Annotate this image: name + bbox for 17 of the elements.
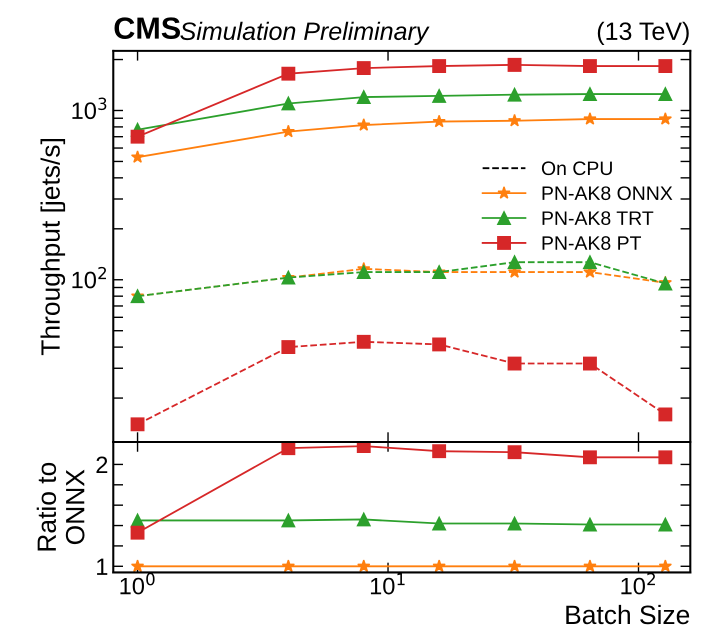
legend-label: PN-AK8 PT <box>542 236 642 250</box>
y-tick-label: 2 <box>96 456 108 473</box>
annotation: On CPU <box>542 161 612 176</box>
text: (13 TeV) <box>598 22 689 45</box>
chart-subtitle: Simulation Preliminary <box>180 22 430 46</box>
legend-label: PN-AK8 ONNX <box>542 186 672 200</box>
y-axis-title: Throughput [jets/s] <box>40 139 66 356</box>
legend-label: PN-AK8 TRT <box>542 211 654 226</box>
y-axis-title: Ratio to ONNX <box>36 462 85 551</box>
x-tick-label: 10$^{2}$ <box>621 572 655 594</box>
x-tick-label: 10$^{1}$ <box>370 573 405 594</box>
x-axis-title: Batch Size <box>566 604 690 624</box>
chart-title: CMS <box>114 17 180 39</box>
y-tick-label: 1 <box>97 558 108 575</box>
x-tick-label: 10$^{0}$ <box>120 572 155 594</box>
y-tick-label: 10$^{2}$ <box>72 266 106 288</box>
y-tick-label: 10$^{3}$ <box>72 98 106 120</box>
